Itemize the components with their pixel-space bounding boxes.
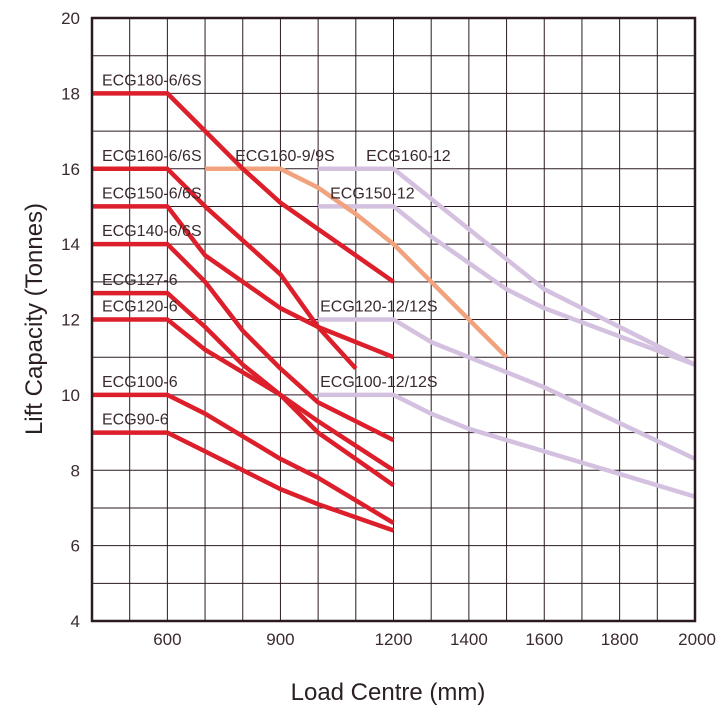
series-line (92, 204, 395, 360)
series-label: ECG160-12 (366, 148, 451, 165)
x-tick-label: 900 (266, 630, 294, 649)
series-line (92, 317, 395, 488)
series-label: ECG90-6 (102, 412, 169, 429)
y-axis-title: Lift Capacity (Tonnes) (21, 203, 48, 435)
x-tick-label: 1600 (525, 630, 563, 649)
series-line (92, 91, 395, 284)
series-label: ECG150-12 (330, 185, 415, 202)
x-tick-label: 600 (153, 630, 181, 649)
series-label: ECG180-6/6S (102, 72, 202, 89)
series-line (318, 317, 696, 461)
series-line (205, 166, 509, 359)
y-tick-label: 20 (61, 9, 80, 28)
series-line (318, 392, 696, 499)
y-tick-label: 8 (71, 461, 80, 480)
plot-frame (90, 16, 697, 623)
x-tick-label: 1200 (375, 630, 413, 649)
series-label: ECG120-6 (102, 299, 178, 316)
series-label: ECG100-6 (102, 374, 178, 391)
series-label: ECG160-9/9S (235, 148, 335, 165)
x-axis-title: Load Centre (mm) (291, 679, 486, 706)
x-axis-ticks: 600 900 1200 1400 1600 1800 2000 (153, 630, 716, 649)
y-tick-label: 16 (61, 160, 80, 179)
x-tick-label: 1800 (601, 630, 639, 649)
series-labels: ECG180-6/6S ECG160-6/6S ECG150-6/6S ECG140-… (102, 72, 451, 428)
series-label: ECG140-6/6S (102, 223, 202, 240)
y-tick-label: 6 (71, 537, 80, 556)
y-tick-label: 10 (61, 386, 80, 405)
series-lines (92, 91, 697, 533)
series-label: ECG100-12/12S (320, 374, 437, 391)
y-tick-label: 18 (61, 84, 80, 103)
series-label: ECG120-12/12S (320, 299, 437, 316)
y-axis-ticks: 4 6 8 10 12 14 16 18 20 (61, 9, 80, 631)
series-line (92, 430, 395, 533)
series-line (92, 392, 395, 525)
y-tick-label: 12 (61, 311, 80, 330)
series-label: ECG127-6 (102, 272, 178, 289)
series-line (318, 204, 696, 367)
y-tick-label: 4 (71, 612, 80, 631)
series-line (92, 290, 395, 473)
series-label: ECG150-6/6S (102, 185, 202, 202)
series-line (318, 166, 697, 367)
x-tick-label: 2000 (678, 630, 716, 649)
series-label: ECG160-6/6S (102, 148, 202, 165)
y-tick-label: 14 (61, 235, 80, 254)
x-tick-label: 1400 (450, 630, 488, 649)
series-line (92, 241, 395, 443)
